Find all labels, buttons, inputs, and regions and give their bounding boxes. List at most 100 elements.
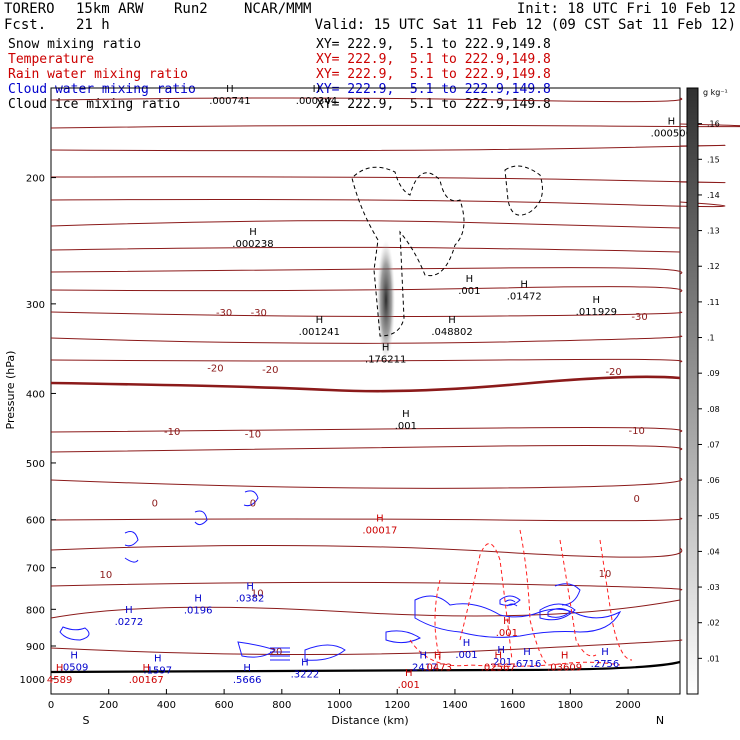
maximum-value: 4589 — [47, 675, 72, 686]
maximum-marker: H — [405, 668, 413, 679]
cloud-water-contours — [59, 490, 622, 661]
isotherm-label: 10 — [251, 589, 264, 600]
maximum-value: .5666 — [233, 675, 262, 686]
maximum-value: .0382 — [236, 593, 265, 604]
org-label: NCAR/MMM — [244, 1, 312, 17]
maximum-marker: H — [316, 315, 324, 326]
colorbar-tick-label: .15 — [707, 155, 720, 164]
legend-xy-rain: XY= 222.9, 5.1 to 222.9,149.8 — [316, 67, 551, 82]
maximum-marker: H — [497, 645, 505, 656]
maximum-value: .3222 — [291, 670, 320, 681]
maximum-value: .000741 — [209, 96, 250, 107]
maximum-value: .01472 — [507, 291, 542, 302]
maximum-value: .02567 — [481, 662, 516, 673]
maximum-marker: H — [601, 647, 609, 658]
isotherm-line — [50, 97, 683, 103]
y-tick-label: 400 — [26, 389, 45, 400]
maximum-value: .001 — [455, 650, 477, 661]
maximum-value: .00017 — [362, 525, 397, 536]
x-tick-label: 1800 — [558, 700, 583, 711]
legend-xy-temperature: XY= 222.9, 5.1 to 222.9,149.8 — [316, 52, 551, 67]
maximum-marker: H — [376, 513, 384, 524]
isotherm-label: -20 — [207, 363, 223, 374]
isotherm-label: -10 — [164, 427, 180, 438]
isotherm-line — [50, 267, 683, 275]
colorbar-tick-label: .07 — [707, 440, 720, 449]
forecast-label: Fcst. — [4, 17, 47, 33]
maximum-marker: H — [419, 650, 427, 661]
maximum-marker: H — [249, 227, 257, 238]
maximum-value: .00167 — [129, 675, 164, 686]
y-tick-label: 300 — [26, 300, 45, 311]
colorbar-tick-label: .08 — [707, 405, 720, 414]
maximum-value: .001 — [496, 628, 518, 639]
temperature-contours — [50, 97, 740, 656]
y-tick-label: 700 — [26, 564, 45, 575]
isotherm-line — [50, 445, 683, 453]
maximum-marker: H — [246, 581, 254, 592]
isotherm-label: 0 — [634, 494, 640, 505]
colorbar-tick-label: .09 — [707, 369, 720, 378]
maximum-marker: H — [226, 84, 234, 95]
valid-time: Valid: 15 UTC Sat 11 Feb 12 (09 CST Sat … — [314, 17, 736, 33]
plot-frame — [50, 87, 681, 695]
maximum-value: .1597 — [143, 666, 172, 677]
isotherm-line — [50, 144, 726, 152]
maximum-marker: H — [561, 650, 569, 661]
colorbar-tick-label: .16 — [707, 120, 720, 129]
rain-water-contours — [409, 529, 633, 667]
isotherm-label: -10 — [629, 426, 645, 437]
maximum-marker: H — [70, 650, 78, 661]
legend-cloud-water: Cloud water mixing ratio — [8, 82, 196, 97]
maximum-marker: H — [194, 593, 202, 604]
y-tick-label: 200 — [26, 174, 45, 185]
isotherm-line — [50, 311, 683, 317]
maximum-marker: H — [494, 650, 502, 661]
maximum-marker: H — [243, 663, 251, 674]
colorbar-tick-label: .05 — [707, 512, 720, 521]
maximum-marker: H — [154, 654, 162, 665]
maximum-value: .03609 — [547, 662, 582, 673]
colorbar-tick-label: .14 — [707, 191, 720, 200]
isotherm-line — [50, 477, 683, 489]
run-label: Run2 — [174, 1, 208, 17]
maximum-value: .000500 — [651, 129, 692, 140]
x-end-label-right: N — [656, 714, 664, 727]
x-tick-label: 1200 — [385, 700, 410, 711]
colorbar — [686, 87, 699, 695]
legend-xy-snow: XY= 222.9, 5.1 to 222.9,149.8 — [316, 37, 551, 52]
maximum-marker: H — [668, 117, 676, 128]
isotherm-label: 10 — [599, 569, 612, 580]
zero-degree-isotherm — [50, 375, 681, 393]
x-tick-label: 1000 — [327, 700, 352, 711]
isotherm-line — [50, 599, 681, 619]
maximum-value: .011929 — [576, 307, 617, 318]
maximum-marker: H — [520, 279, 528, 290]
isotherm-label: -10 — [245, 430, 261, 441]
snow-plume-shading — [377, 240, 395, 360]
colorbar-tick-label: .1 — [707, 334, 715, 343]
legend-snow-mixing-ratio: Snow mixing ratio — [8, 37, 142, 52]
isotherm-label: 0 — [250, 499, 256, 510]
isotherm-line — [50, 246, 681, 253]
legend-temperature: Temperature — [8, 52, 95, 67]
isotherm-line — [50, 220, 681, 229]
maximum-value: .0509 — [60, 662, 89, 673]
isotherm-label: -20 — [262, 365, 278, 376]
maximum-marker: H — [463, 638, 471, 649]
maximum-marker: H — [142, 663, 150, 674]
colorbar-unit: g kg⁻¹ — [703, 88, 728, 97]
isotherm-label: -20 — [605, 367, 621, 378]
maximum-value: .000238 — [232, 239, 273, 250]
x-tick-label: 0 — [48, 700, 54, 711]
legend-cloud-ice: Cloud ice mixing ratio — [8, 97, 181, 112]
surface-line — [50, 660, 681, 674]
maximum-marker: H — [402, 409, 410, 420]
maximum-marker: H — [313, 84, 321, 95]
maximum-marker: H — [523, 647, 531, 658]
maximum-value: .048802 — [431, 327, 472, 338]
legend-xy-cloud-water: XY= 222.9, 5.1 to 222.9,149.8 — [316, 82, 551, 97]
maximum-value: .2417 — [409, 662, 438, 673]
isotherm-label: 0 — [152, 499, 158, 510]
